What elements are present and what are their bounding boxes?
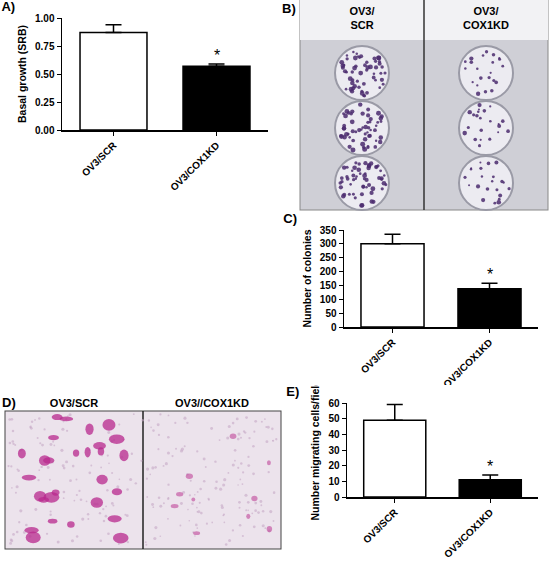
- svg-text:350: 350: [320, 225, 337, 236]
- svg-text:SCR: SCR: [350, 19, 373, 31]
- svg-text:20: 20: [328, 460, 340, 471]
- svg-text:OV3/COX1KD: OV3/COX1KD: [442, 507, 495, 560]
- svg-text:60: 60: [328, 398, 340, 409]
- svg-text:30: 30: [328, 445, 340, 456]
- svg-text:OV3//COX1KD: OV3//COX1KD: [175, 397, 249, 409]
- svg-text:300: 300: [320, 238, 337, 249]
- svg-text:OV3/SCR: OV3/SCR: [361, 506, 400, 545]
- svg-text:0.25: 0.25: [35, 97, 55, 108]
- svg-text:OV3/: OV3/: [349, 5, 374, 17]
- svg-text:200: 200: [320, 266, 337, 277]
- svg-text:B): B): [282, 1, 296, 16]
- svg-text:0: 0: [334, 492, 340, 503]
- svg-text:E): E): [286, 385, 299, 399]
- svg-text:0.00: 0.00: [35, 125, 55, 136]
- svg-text:OV3/SCR: OV3/SCR: [80, 139, 119, 178]
- svg-text:40: 40: [328, 429, 340, 440]
- svg-text:OV3/: OV3/: [473, 5, 498, 17]
- svg-text:1.00: 1.00: [35, 13, 55, 24]
- svg-text:150: 150: [320, 280, 337, 291]
- svg-text:0: 0: [331, 322, 337, 333]
- svg-text:250: 250: [320, 252, 337, 263]
- svg-text:Number of colonies: Number of colonies: [301, 229, 313, 327]
- svg-text:OV3/SCR: OV3/SCR: [359, 336, 398, 375]
- svg-text:100: 100: [320, 294, 337, 305]
- svg-text:A): A): [1, 0, 15, 14]
- svg-text:10: 10: [328, 476, 340, 487]
- svg-text:COX1KD: COX1KD: [463, 19, 509, 31]
- svg-text:50: 50: [325, 308, 337, 319]
- svg-text:Number migrating cells/field: Number migrating cells/field: [309, 385, 321, 521]
- svg-text:OV3/SCR: OV3/SCR: [50, 397, 98, 409]
- svg-text:*: *: [487, 458, 493, 475]
- svg-text:0.50: 0.50: [35, 69, 55, 80]
- svg-text:50: 50: [328, 413, 340, 424]
- svg-text:Basal growth (SRB): Basal growth (SRB): [16, 25, 28, 123]
- svg-text:OV3/COX1KD: OV3/COX1KD: [441, 337, 494, 390]
- svg-text:*: *: [487, 266, 493, 283]
- svg-text:*: *: [214, 47, 220, 64]
- svg-text:0.75: 0.75: [35, 41, 55, 52]
- svg-text:OV3/COX1KD: OV3/COX1KD: [168, 140, 221, 193]
- svg-text:C): C): [283, 212, 297, 226]
- svg-text:D): D): [2, 395, 16, 410]
